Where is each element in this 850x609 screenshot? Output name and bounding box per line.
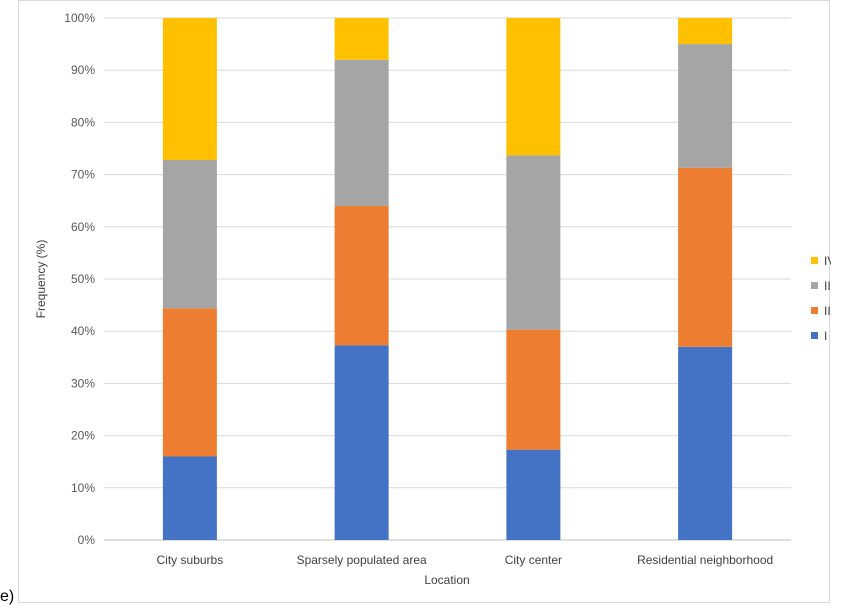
bar-segment [162,456,217,540]
x-category-label: Residential neighborhood [637,553,773,567]
bar-segment [506,329,561,450]
y-tick-label: 0% [78,533,96,547]
y-tick-label: 10% [71,481,95,495]
bar-segment [678,18,733,45]
chart-frame: 0% 10% 20% 30% 40% 50% 60% 70% 80% 90% 100% City s… [18,0,831,603]
bar-segment [506,449,561,540]
legend-swatch [811,307,818,314]
y-tick-label: 20% [71,429,95,443]
bar-segment [162,308,217,457]
x-axis-title: Location [424,573,469,587]
y-tick-label: 80% [71,115,95,129]
bar-segment [678,44,733,168]
bar-segment [334,345,389,540]
bar-segment [678,346,733,540]
y-tick-label: 40% [71,324,95,338]
legend-label: IV [824,254,831,268]
bar-segment [678,167,733,347]
bar-segment [334,18,389,60]
gridlines [104,17,791,541]
y-tick-label: 90% [71,63,95,77]
legend-swatch [811,282,818,289]
y-tick-label: 30% [71,376,95,390]
bars [162,18,733,540]
y-tick-label: 50% [71,272,95,286]
legend-label: I [824,329,827,343]
x-category-label: City suburbs [157,553,224,567]
bar-segment [506,155,561,330]
panel-label: e) [0,588,15,605]
y-tick-label: 70% [71,168,95,182]
stacked-bar-chart: 0% 10% 20% 30% 40% 50% 60% 70% 80% 90% 100% City s… [34,11,831,587]
y-tick-label: 60% [71,220,95,234]
legend: IVIIIIII [811,254,831,343]
x-category-labels: City suburbs Sparsely populated area City … [157,553,774,567]
bar-segment [162,18,217,160]
legend-swatch [811,257,818,264]
x-category-label: City center [505,553,562,567]
bar-segment [334,205,389,346]
legend-label: III [824,279,831,293]
bar-segment [506,18,561,156]
x-category-label: Sparsely populated area [297,553,427,567]
legend-label: II [824,304,831,318]
y-tick-labels: 0% 10% 20% 30% 40% 50% 60% 70% 80% 90% 100% [64,11,95,547]
y-axis-title: Frequency (%) [34,240,48,319]
bar-segment [162,159,217,309]
legend-swatch [811,332,818,339]
y-tick-label: 100% [64,11,95,25]
bar-segment [334,59,389,206]
